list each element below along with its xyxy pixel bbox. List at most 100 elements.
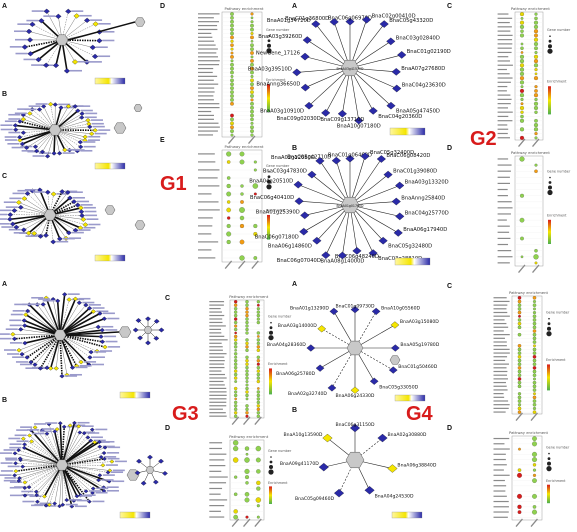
enrichment-dot xyxy=(253,160,257,164)
gene-diamond xyxy=(391,68,401,76)
gene-diamond xyxy=(386,101,396,110)
gene-label-mark xyxy=(76,499,89,502)
gene-label-mark xyxy=(98,129,111,131)
enrichment-dot xyxy=(239,207,245,213)
enrichment-dot xyxy=(534,33,538,38)
term-label-mark xyxy=(198,103,220,105)
term-label-mark xyxy=(493,378,508,380)
gene-diamond xyxy=(153,335,160,341)
gene-diamond xyxy=(17,135,23,140)
gene-label-mark xyxy=(80,109,93,112)
term-label-mark xyxy=(493,334,510,336)
term-label-mark xyxy=(209,363,225,365)
enrichment-dot xyxy=(245,376,249,380)
gene-label-mark xyxy=(71,231,84,234)
term-label-mark xyxy=(198,122,219,124)
network-edge xyxy=(305,67,351,88)
term-label-mark xyxy=(497,170,511,172)
enrichment-dot xyxy=(517,468,522,472)
gene-label-mark xyxy=(12,310,25,312)
term-label-mark xyxy=(198,36,213,38)
term-label-mark xyxy=(198,95,214,97)
network-edge xyxy=(61,464,100,476)
gene-label-mark xyxy=(7,353,20,355)
enrichment-dot xyxy=(230,51,234,55)
gene-diamond xyxy=(294,197,304,205)
network-edge xyxy=(19,120,56,131)
enrichment-dot xyxy=(234,380,238,383)
term-label-mark xyxy=(209,510,221,512)
gene-label-mark xyxy=(17,108,30,110)
enrichment-dot xyxy=(517,377,522,381)
legend-gene-number: Gene number xyxy=(268,449,292,453)
gene-label-mark xyxy=(105,464,118,466)
gene-label-mark xyxy=(81,425,94,427)
gene-diamond xyxy=(92,128,98,133)
enrichment-dot xyxy=(250,90,254,94)
gene-diamond xyxy=(47,102,54,107)
network-edge xyxy=(14,334,61,340)
gene-label-mark xyxy=(78,297,91,300)
gene-diamond xyxy=(27,433,33,438)
gene-label-mark xyxy=(92,500,105,503)
enrichment-dot xyxy=(517,380,522,385)
network-edge xyxy=(9,214,51,221)
term-label-mark xyxy=(493,485,507,487)
enrichment-dot xyxy=(245,481,249,485)
network-edge xyxy=(45,297,61,336)
gene-label-mark xyxy=(5,328,18,330)
enrichment-dot xyxy=(519,71,525,76)
enrichment-dot xyxy=(230,35,234,40)
gene-diamond xyxy=(321,109,331,117)
gene-diamond xyxy=(99,327,105,333)
network-edge xyxy=(59,334,90,366)
gene-diamond xyxy=(33,148,40,154)
term-label-mark xyxy=(209,465,226,467)
term-label-mark xyxy=(493,370,508,373)
gene-label: BnaA03g10910D xyxy=(260,109,304,115)
network-edge xyxy=(59,334,68,376)
size-legend-dot xyxy=(547,322,551,326)
enrichment-dot xyxy=(256,355,260,359)
gene-diamond xyxy=(19,352,25,357)
term-label-mark xyxy=(209,366,225,369)
panel-label: D xyxy=(447,145,452,152)
gene-label: BnaA01g13290D xyxy=(290,305,329,311)
gene-diamond xyxy=(98,455,104,460)
gene-diamond xyxy=(65,230,72,236)
gene-label: BnaA01g25390D xyxy=(256,209,300,215)
term-label-mark xyxy=(198,91,215,93)
gene-diamond xyxy=(21,44,28,50)
term-label-mark xyxy=(209,321,223,324)
size-legend-dot xyxy=(549,176,551,179)
enrichment-dot xyxy=(245,515,249,519)
gene-label-mark xyxy=(0,452,12,454)
gene-diamond xyxy=(13,461,18,466)
term-label-mark xyxy=(497,51,512,54)
size-legend-dot xyxy=(547,326,551,331)
gene-label-mark xyxy=(70,191,83,193)
enrichment-dot xyxy=(256,307,260,311)
enrichment-dot xyxy=(250,20,254,24)
network-edge xyxy=(61,426,66,466)
enrichment-dot xyxy=(517,373,522,378)
gene-diamond xyxy=(39,149,46,155)
enrichment-dot xyxy=(252,183,259,189)
enrichment-dot xyxy=(226,231,232,237)
gene-diamond xyxy=(78,209,85,215)
network-edge xyxy=(15,464,63,472)
network-edge xyxy=(61,464,94,489)
enrichment-dot xyxy=(517,299,522,304)
gene-label-mark xyxy=(71,10,84,12)
term-label-mark xyxy=(497,85,508,88)
gene-diamond xyxy=(63,68,71,74)
gene-label-mark xyxy=(77,200,90,203)
network-edge xyxy=(24,464,63,483)
gene-diamond xyxy=(152,479,159,485)
gene-label: BnaC06g08420D xyxy=(386,153,430,159)
enrichment-dot xyxy=(230,117,234,122)
gene-diamond xyxy=(83,489,89,494)
network-edge xyxy=(42,429,63,466)
enrichment-dot xyxy=(533,105,539,111)
gene-diamond xyxy=(12,473,18,478)
